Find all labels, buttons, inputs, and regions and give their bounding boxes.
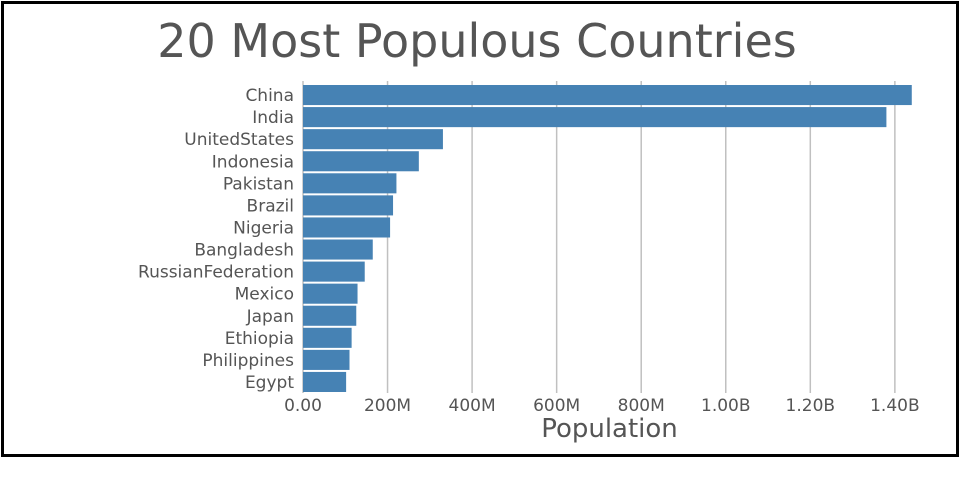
bar	[303, 261, 365, 282]
category-label: Egypt	[245, 373, 294, 393]
category-label: Indonesia	[212, 152, 294, 172]
category-label: Japan	[246, 307, 294, 327]
bar	[303, 283, 358, 304]
category-label: Bangladesh	[194, 241, 294, 261]
grid-lines	[302, 81, 896, 393]
x-tick-label: 1.00B	[701, 396, 751, 416]
category-label: Brazil	[247, 196, 294, 216]
category-label: UnitedStates	[184, 130, 294, 150]
x-tick-label: 600M	[533, 396, 580, 416]
x-tick-label: 1.20B	[786, 396, 836, 416]
category-label: Philippines	[202, 351, 294, 371]
category-labels: ChinaIndiaUnitedStatesIndonesiaPakistanB…	[138, 86, 294, 393]
x-axis-title: Population	[541, 414, 678, 444]
bar	[303, 85, 912, 106]
bar	[303, 239, 373, 260]
category-label: Nigeria	[233, 218, 294, 238]
category-label: Ethiopia	[225, 329, 294, 349]
x-tick-label: 800M	[618, 396, 665, 416]
x-tick-labels: 0.00 200M 400M 600M 800M 1.00B 1.20B 1.40B	[284, 396, 920, 416]
x-tick-label: 0.00	[284, 396, 322, 416]
x-tick-label: 1.40B	[870, 396, 920, 416]
category-label: India	[252, 108, 294, 128]
category-label: Mexico	[235, 285, 294, 305]
bar	[303, 173, 397, 194]
bar	[303, 151, 419, 172]
bar	[303, 349, 350, 370]
bar	[303, 327, 352, 348]
bar	[303, 129, 443, 150]
chart-title: 20 Most Populous Countries	[157, 14, 797, 68]
category-label: RussianFederation	[138, 263, 294, 283]
bar	[303, 107, 887, 128]
x-tick-label: 400M	[449, 396, 496, 416]
bar	[303, 195, 394, 216]
bar	[303, 305, 357, 326]
category-label: Pakistan	[223, 174, 294, 194]
x-tick-label: 200M	[364, 396, 411, 416]
chart-frame	[1, 1, 959, 457]
category-label: China	[245, 86, 294, 106]
bars	[303, 85, 912, 392]
bar	[303, 217, 391, 238]
bar	[303, 371, 347, 392]
